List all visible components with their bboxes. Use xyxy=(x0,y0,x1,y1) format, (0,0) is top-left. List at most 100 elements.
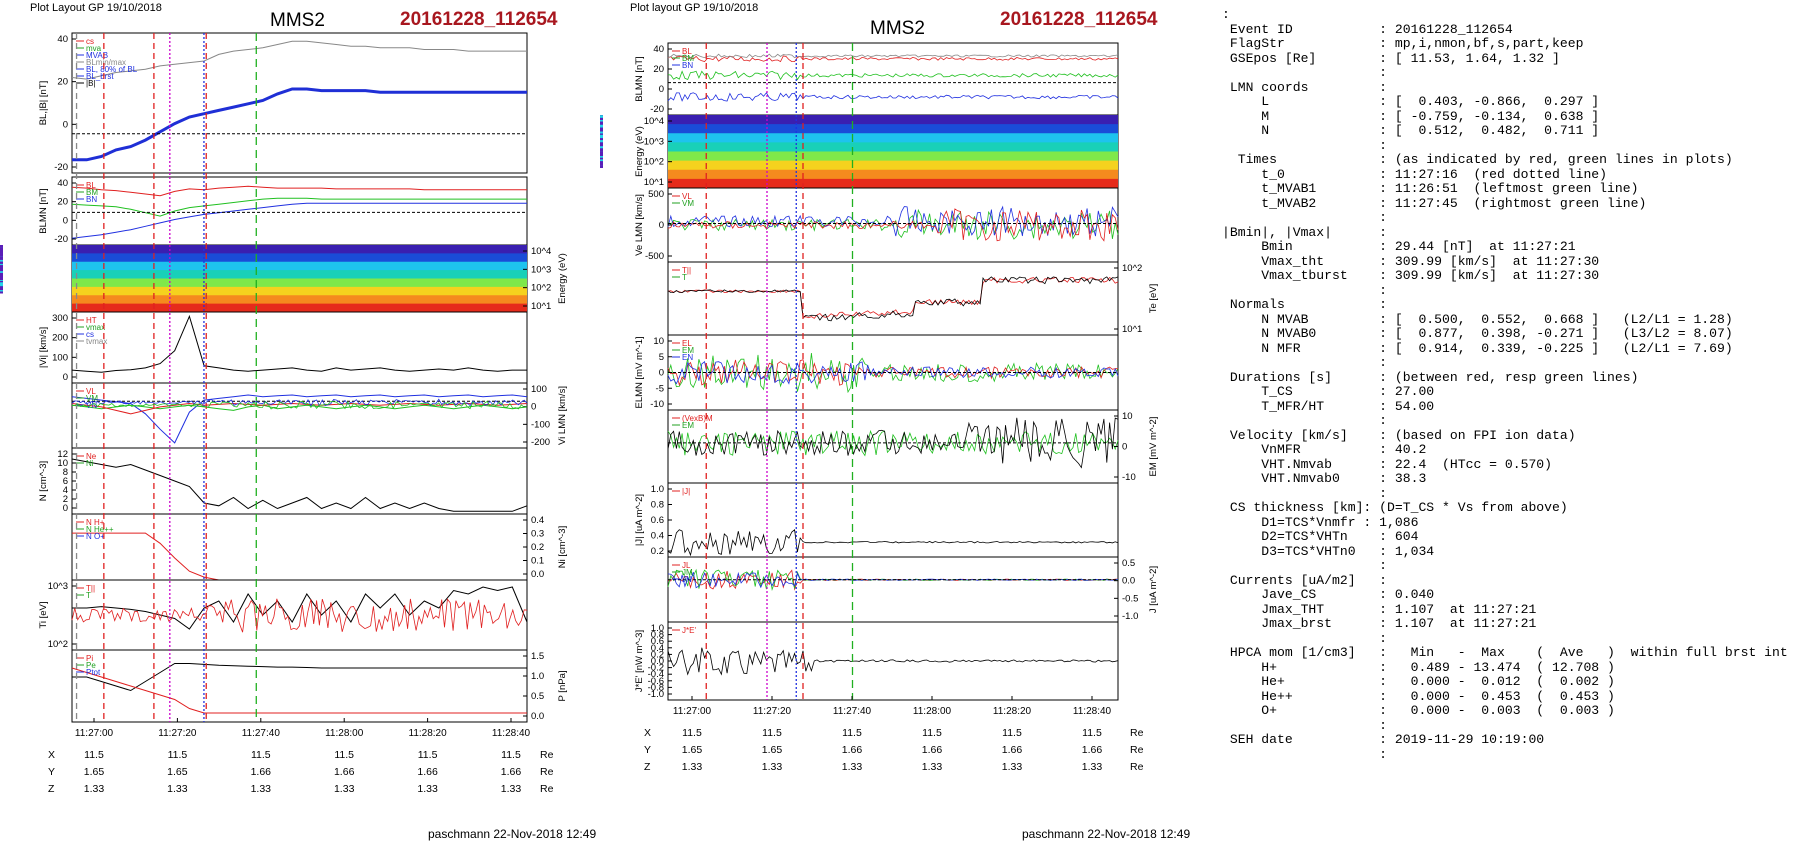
middle-footer: paschmann 22-Nov-2018 12:49 xyxy=(1022,827,1191,841)
spectrogram-noise xyxy=(600,142,603,145)
y-tick-label: 100 xyxy=(52,352,68,363)
info-line: N MVAB0 : [ 0.877, 0.398, -0.271 ] (L3/L… xyxy=(1222,326,1733,341)
y-axis-label: BLMN [nT] xyxy=(38,188,49,233)
y-tick-label: 40 xyxy=(57,34,68,45)
y-tick-label: 10^2 xyxy=(644,157,664,168)
spectrogram-noise xyxy=(0,257,3,260)
panel-frame xyxy=(71,579,528,651)
spectrogram-noise xyxy=(600,126,603,129)
pos-value: 1.33 xyxy=(1002,761,1023,773)
spectrogram-noise xyxy=(600,161,603,164)
spectrogram-band xyxy=(668,151,1118,162)
spectrogram-band xyxy=(668,178,1118,189)
series-noise xyxy=(71,598,528,633)
pos-value: 11.5 xyxy=(1002,727,1022,739)
y-axis-label: BLMN [nT] xyxy=(634,56,645,101)
pos-row-label: Y xyxy=(48,766,55,778)
legend-label: cs xyxy=(86,37,94,46)
y-tick-label: 0.1 xyxy=(531,556,544,567)
legend-label: T|| xyxy=(86,584,95,593)
legend-label: EM xyxy=(682,421,694,430)
info-line: Jmax_brst : 1.107 at 11:27:21 xyxy=(1222,616,1537,631)
legend-label: JL xyxy=(682,561,691,570)
series-line xyxy=(71,197,527,217)
y-tick-label: 20 xyxy=(57,197,68,208)
y-axis-label: |J| [uA m^-2] xyxy=(634,494,645,546)
spectrogram-band xyxy=(668,124,1118,135)
y-tick-label: 0.4 xyxy=(651,531,664,542)
info-line: : xyxy=(1222,558,1388,573)
series-line xyxy=(71,667,527,714)
pos-unit: Re xyxy=(540,783,554,795)
legend-label: T xyxy=(682,273,687,282)
spectrogram-band xyxy=(668,160,1118,171)
y-tick-label: 1.0 xyxy=(651,623,664,634)
spectrogram-noise xyxy=(600,132,603,135)
series-line xyxy=(72,586,528,630)
y-tick-label: 6 xyxy=(63,476,68,487)
spectrogram-band xyxy=(668,115,1118,126)
series-line xyxy=(71,185,527,197)
series-noise xyxy=(667,70,1119,81)
spectrogram-noise xyxy=(600,134,603,137)
y-tick-label: 10^3 xyxy=(48,581,68,592)
y-tick-label: -500 xyxy=(645,251,664,262)
series-noise xyxy=(667,353,1119,394)
info-line: t_MVAB1 : 11:26:51 (leftmost green line) xyxy=(1222,181,1639,196)
y-tick-label: 0.0 xyxy=(1122,576,1135,587)
y-tick-label: -10 xyxy=(1122,472,1136,483)
info-line: M : [ -0.759, -0.134, 0.638 ] xyxy=(1222,108,1600,124)
series-line xyxy=(71,314,527,373)
info-line: Currents [uA/m2] : xyxy=(1222,572,1388,588)
series-noise xyxy=(667,417,1119,469)
panel-frame xyxy=(667,261,1119,336)
info-line: Normals : xyxy=(1222,297,1388,312)
info-line: T_MFR/HT : 54.00 xyxy=(1222,398,1435,414)
pos-value: 11.5 xyxy=(842,727,862,739)
x-tick-label: 11:28:20 xyxy=(993,706,1032,717)
legend-label: N H+ xyxy=(86,518,105,527)
y-tick-label: 0.6 xyxy=(651,636,664,647)
spectrogram-noise xyxy=(0,285,3,288)
legend-label: JN xyxy=(682,575,692,584)
info-line: |Bmin|, |Vmax| : xyxy=(1222,224,1388,240)
y-tick-label: 10^1 xyxy=(644,177,664,188)
spectrogram-noise xyxy=(600,149,603,152)
y-tick-label: 0.6 xyxy=(651,515,664,526)
series-noise xyxy=(667,92,1119,102)
y-tick-label: -100 xyxy=(531,419,550,430)
series-noise xyxy=(667,55,1119,63)
info-line: Jmax_THT : 1.107 at 11:27:21 xyxy=(1222,601,1537,617)
pos-unit: Re xyxy=(1130,744,1144,756)
info-line: VnMFR : 40.2 xyxy=(1222,442,1427,457)
y-axis-label: |Vi| [km/s] xyxy=(38,327,49,368)
legend-label: (VexB)M xyxy=(682,414,713,423)
legend-label: HT xyxy=(86,316,97,325)
y-tick-label: 10 xyxy=(57,458,68,469)
legend-label: mva xyxy=(86,44,102,53)
series-line xyxy=(71,40,527,80)
pos-value: 11.5 xyxy=(168,749,188,761)
legend-label: EN xyxy=(682,353,693,362)
y-tick-label: 0 xyxy=(63,215,68,226)
spectrogram-noise xyxy=(600,159,603,162)
legend-label: BM xyxy=(86,188,98,197)
y-tick-label: 1.5 xyxy=(531,651,544,662)
left-event-id: 20161228_112654 xyxy=(400,9,558,30)
pos-value: 1.33 xyxy=(762,761,783,773)
series-line xyxy=(71,202,527,239)
pos-value: 1.66 xyxy=(501,766,522,778)
spectrogram-noise xyxy=(600,124,603,127)
y-tick-label: -0.4 xyxy=(648,669,664,680)
spectrogram-noise xyxy=(0,276,3,279)
legend-label: EM xyxy=(682,346,694,355)
y-tick-label: 10^3 xyxy=(531,264,551,275)
y-tick-label: -1.0 xyxy=(648,689,664,700)
legend-label: VM xyxy=(682,199,694,208)
info-line: O+ : 0.000 - 0.003 ( 0.003 ) xyxy=(1222,703,1615,718)
y-tick-label: 0.5 xyxy=(1122,558,1135,569)
y-tick-label: 2 xyxy=(63,494,68,505)
series-line xyxy=(71,394,528,444)
legend-label: Pe xyxy=(86,661,96,670)
info-line: Durations [s] : (between red, resp green… xyxy=(1222,369,1639,385)
